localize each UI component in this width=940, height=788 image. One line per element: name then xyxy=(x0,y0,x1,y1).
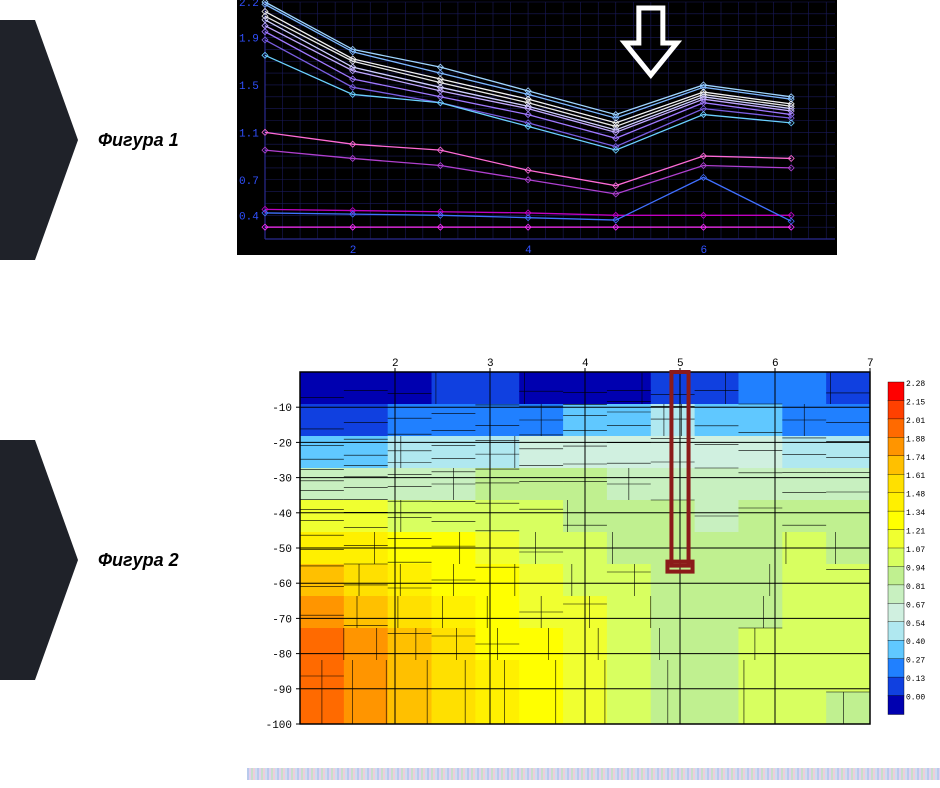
svg-text:0.81: 0.81 xyxy=(906,583,925,592)
svg-text:-80: -80 xyxy=(272,650,292,662)
svg-text:1.5: 1.5 xyxy=(239,81,259,93)
svg-text:0.94: 0.94 xyxy=(906,564,925,573)
figure2-label: Фигура 2 xyxy=(98,550,179,571)
svg-text:1.1: 1.1 xyxy=(239,128,259,140)
svg-text:2.2: 2.2 xyxy=(239,0,259,10)
svg-text:1.21: 1.21 xyxy=(906,528,925,537)
svg-text:-40: -40 xyxy=(272,509,292,521)
svg-text:1.74: 1.74 xyxy=(906,454,925,463)
svg-text:1.88: 1.88 xyxy=(906,435,925,444)
svg-text:0.00: 0.00 xyxy=(906,694,925,703)
svg-text:1.34: 1.34 xyxy=(906,509,925,518)
svg-text:2.01: 2.01 xyxy=(906,417,925,426)
svg-text:0.13: 0.13 xyxy=(906,675,925,684)
svg-text:0.54: 0.54 xyxy=(906,620,925,629)
svg-text:0.67: 0.67 xyxy=(906,601,925,610)
svg-text:-10: -10 xyxy=(272,403,292,415)
svg-text:0.40: 0.40 xyxy=(906,638,925,647)
svg-text:-50: -50 xyxy=(272,544,292,556)
svg-text:1.61: 1.61 xyxy=(906,472,925,481)
figure2-label-block: Фигура 2 xyxy=(0,440,179,680)
svg-text:1.48: 1.48 xyxy=(906,491,925,500)
svg-text:1.07: 1.07 xyxy=(906,546,925,555)
svg-text:-20: -20 xyxy=(272,438,292,450)
figure1-label-block: Фигура 1 xyxy=(0,20,179,260)
svg-text:2.28: 2.28 xyxy=(906,380,925,389)
svg-text:2.15: 2.15 xyxy=(906,398,925,407)
svg-text:-90: -90 xyxy=(272,685,292,697)
figure1-chart: 0.4 0.7 1.1 1.5 1.9 2.2 2 4 6 xyxy=(237,0,837,255)
chevron-icon xyxy=(0,20,80,260)
svg-text:1.9: 1.9 xyxy=(239,34,259,46)
svg-text:2: 2 xyxy=(350,245,357,255)
svg-text:-60: -60 xyxy=(272,579,292,591)
svg-text:-70: -70 xyxy=(272,614,292,626)
svg-text:-30: -30 xyxy=(272,474,292,486)
noise-strip xyxy=(247,768,940,780)
svg-text:-100: -100 xyxy=(266,720,292,730)
figure2-chart: 234567-10-20-30-40-50-60-70-80-90-1002.2… xyxy=(245,350,940,730)
chevron-icon xyxy=(0,440,80,680)
svg-text:4: 4 xyxy=(525,245,532,255)
figure1-label: Фигура 1 xyxy=(98,130,179,151)
svg-text:6: 6 xyxy=(700,245,707,255)
svg-text:0.7: 0.7 xyxy=(239,176,259,188)
svg-text:0.4: 0.4 xyxy=(239,211,259,223)
svg-text:0.27: 0.27 xyxy=(906,657,925,666)
